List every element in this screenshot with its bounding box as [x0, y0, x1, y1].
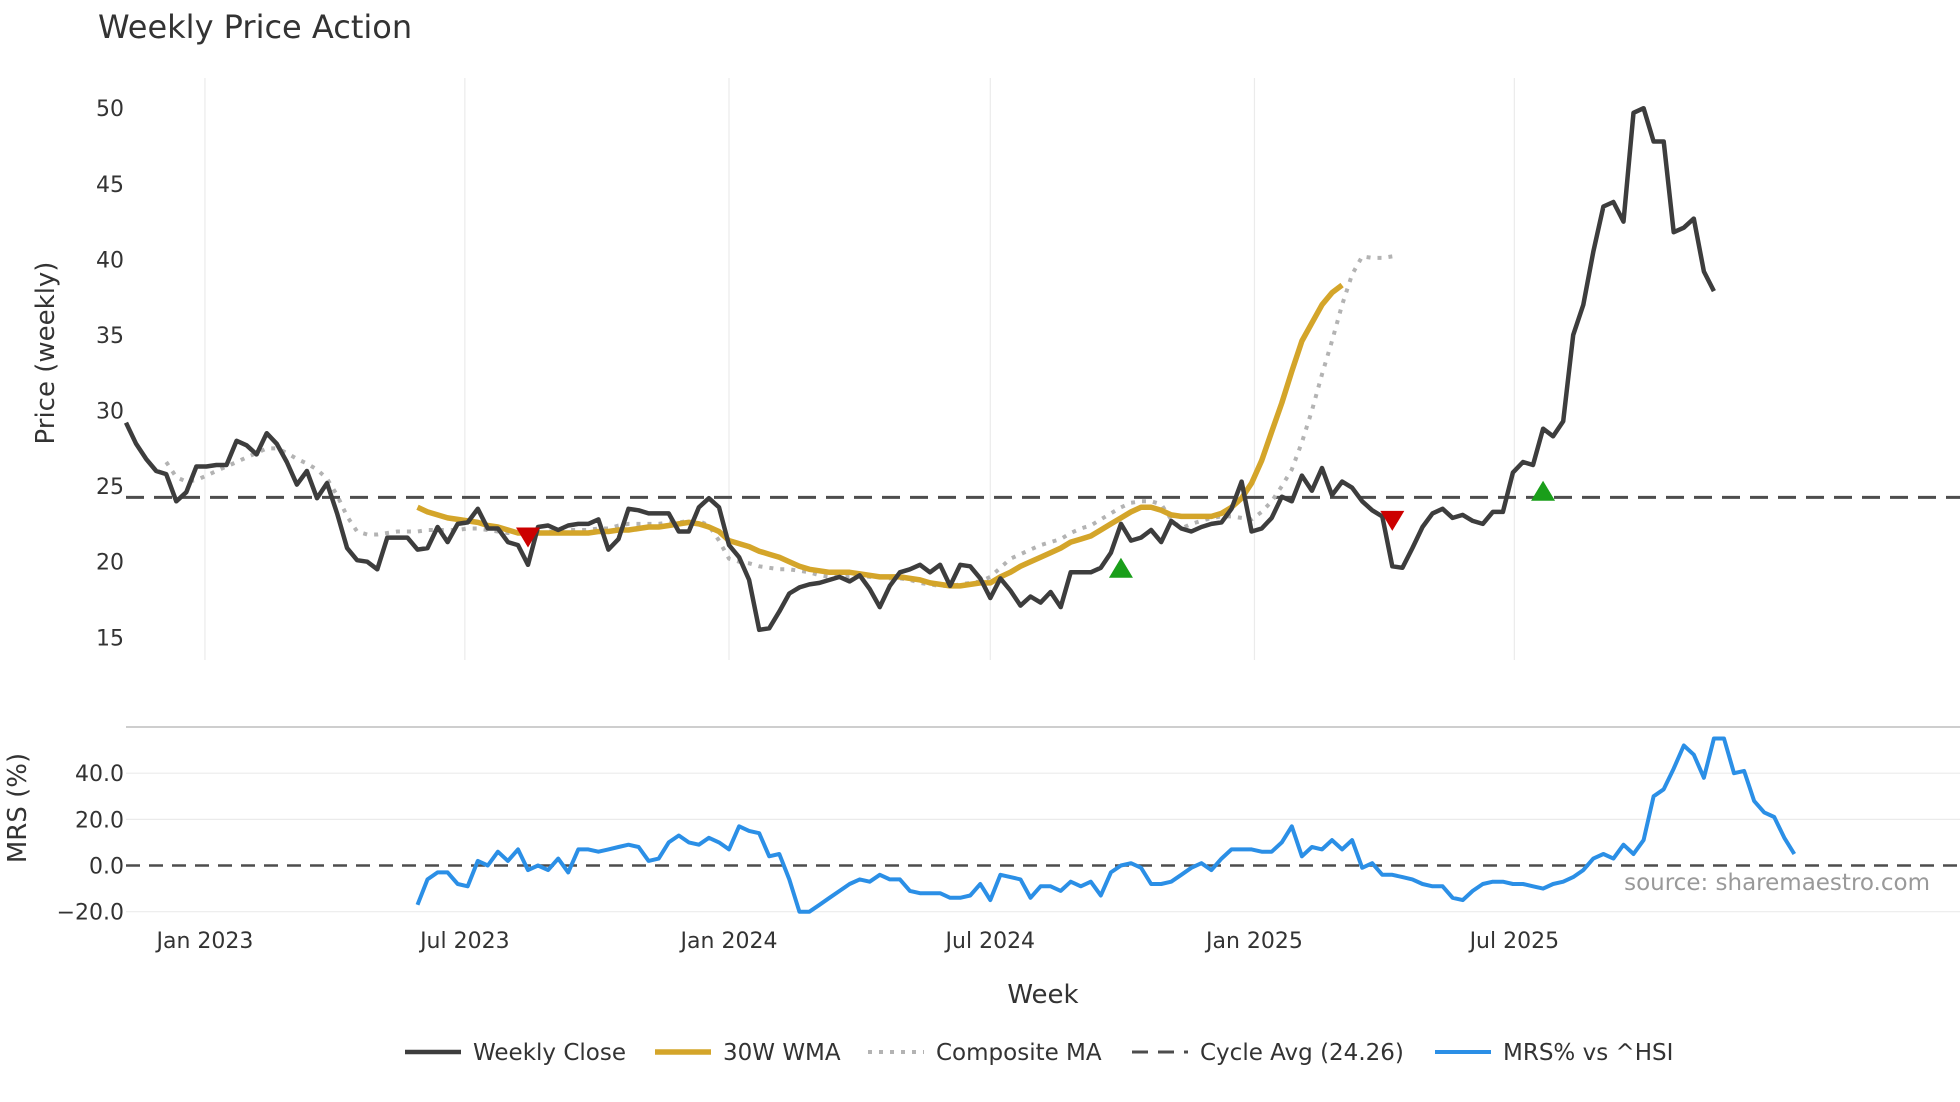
price-y-axis-label: Price (weekly) [31, 262, 61, 445]
x-tick-0: Jan 2023 [155, 929, 254, 954]
marker-layer [516, 480, 1556, 578]
mrs-y-tick-2: 20.0 [75, 808, 124, 833]
chart-title: Weekly Price Action [98, 8, 412, 46]
mrs-y-tick-3: 40.0 [75, 762, 124, 787]
series-line-0 [123, 105, 1716, 633]
legend: Weekly Close 30W WMA Composite MA Cycle Avg… [405, 1040, 1673, 1066]
marker-sell-0 [516, 527, 540, 548]
x-tick-5: Jul 2025 [1468, 929, 1560, 954]
price-y-tick-50: 50 [96, 97, 124, 122]
series-line-4 [415, 736, 1797, 914]
price-y-tick-35: 35 [96, 324, 124, 349]
legend-label-4: MRS% vs ^HSI [1503, 1040, 1673, 1066]
x-tick-2: Jan 2024 [679, 929, 778, 954]
marker-buy-1 [1108, 557, 1133, 578]
price-y-tick-45: 45 [96, 173, 124, 198]
x-tick-1: Jul 2023 [418, 929, 510, 954]
mrs-panel-grid [126, 772, 1960, 913]
legend-label-1: 30W WMA [723, 1040, 841, 1066]
price-panel-grid [204, 78, 1515, 660]
mrs-y-tick-0: −20.0 [57, 901, 124, 926]
legend-label-3: Cycle Avg (24.26) [1200, 1040, 1404, 1066]
price-y-ticks: 15 20 25 30 35 40 45 50 [96, 97, 124, 651]
series-line-2 [164, 254, 1393, 588]
marker-sell-2 [1380, 510, 1405, 531]
x-tick-3: Jul 2024 [944, 929, 1036, 954]
mrs-y-axis-label: MRS (%) [3, 753, 33, 863]
series-layer [123, 105, 1960, 914]
watermark: source: sharemaestro.com [1624, 870, 1930, 896]
marker-buy-3 [1531, 480, 1556, 501]
x-ticks: Jan 2023 Jul 2023 Jan 2024 Jul 2024 Jan 2025… [155, 929, 1560, 954]
legend-label-0: Weekly Close [473, 1040, 626, 1066]
price-y-tick-25: 25 [96, 475, 124, 500]
price-y-tick-20: 20 [96, 551, 124, 576]
mrs-y-tick-1: 0.0 [89, 855, 124, 880]
x-axis-label: Week [1007, 980, 1078, 1010]
price-y-tick-15: 15 [96, 626, 124, 651]
price-y-tick-40: 40 [96, 248, 124, 273]
price-y-tick-30: 30 [96, 400, 124, 425]
series-line-1 [416, 282, 1344, 589]
legend-label-2: Composite MA [936, 1040, 1102, 1066]
x-tick-4: Jan 2025 [1204, 929, 1303, 954]
mrs-y-ticks: −20.0 0.0 20.0 40.0 [57, 762, 124, 926]
